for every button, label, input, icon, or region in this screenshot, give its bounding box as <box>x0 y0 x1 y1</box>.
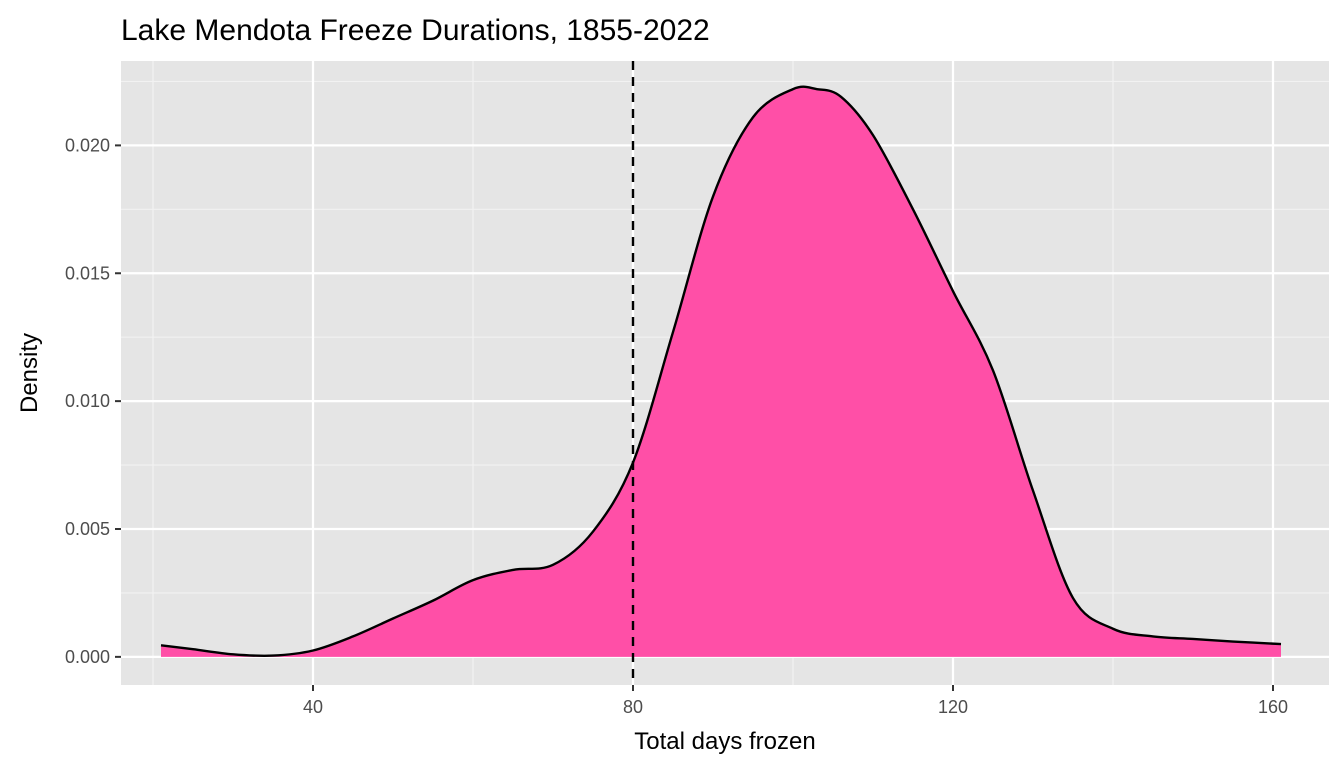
y-tick-label: 0.005 <box>65 519 110 539</box>
x-axis: 40 80 120 160 <box>303 685 1288 717</box>
x-tick-label: 120 <box>938 697 968 717</box>
x-tick-label: 40 <box>303 697 323 717</box>
x-tick-label: 160 <box>1258 697 1288 717</box>
x-tick-label: 80 <box>623 697 643 717</box>
chart-title: Lake Mendota Freeze Durations, 1855-2022 <box>121 14 710 47</box>
y-tick-label: 0.015 <box>65 263 110 283</box>
y-tick-label: 0.010 <box>65 391 110 411</box>
y-axis-title: Density <box>16 333 43 413</box>
x-axis-title: Total days frozen <box>634 728 815 755</box>
y-axis: 0.000 0.005 0.010 0.015 0.020 <box>65 135 121 667</box>
y-tick-label: 0.000 <box>65 647 110 667</box>
density-curve <box>160 85 1282 658</box>
density-area <box>161 86 1281 657</box>
y-tick-label: 0.020 <box>65 135 110 155</box>
